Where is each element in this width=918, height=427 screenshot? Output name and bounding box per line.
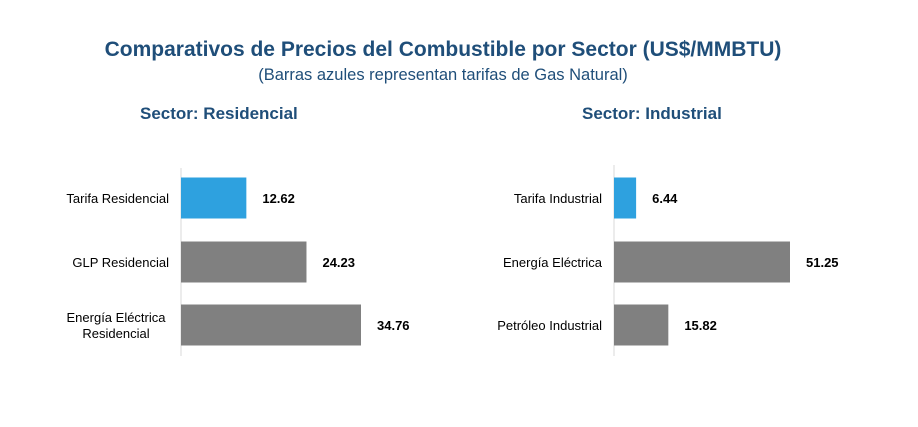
data-label-industrial-2: 15.82	[684, 318, 717, 333]
chart-subtitle: (Barras azules representan tarifas de Ga…	[258, 66, 628, 84]
data-label-industrial-0: 6.44	[652, 191, 678, 206]
chart-title: Comparativos de Precios del Combustible …	[104, 38, 782, 61]
category-label-industrial-1: Energía Eléctrica	[503, 255, 603, 270]
category-label-residencial-1: GLP Residencial	[72, 255, 169, 270]
bar-residencial-0	[181, 177, 247, 219]
bar-residencial-1	[181, 241, 307, 283]
data-label-residencial-2: 34.76	[377, 318, 410, 333]
category-label-residencial-2-line-1: Residencial	[82, 326, 149, 341]
bar-industrial-1	[614, 241, 790, 283]
category-label-industrial-0: Tarifa Industrial	[514, 191, 602, 206]
bar-industrial-2	[614, 304, 669, 346]
bar-industrial-0	[614, 177, 637, 219]
panel-title-industrial: Sector: Industrial	[582, 104, 722, 123]
data-label-residencial-1: 24.23	[322, 255, 355, 270]
bar-residencial-2	[181, 304, 361, 346]
data-label-industrial-1: 51.25	[806, 255, 839, 270]
data-label-residencial-0: 12.62	[262, 191, 295, 206]
category-label-industrial-2: Petróleo Industrial	[497, 318, 602, 333]
panel-title-residencial: Sector: Residencial	[140, 104, 298, 123]
category-label-residencial-0: Tarifa Residencial	[66, 191, 169, 206]
category-label-residencial-2-line-0: Energía Eléctrica	[67, 310, 167, 325]
